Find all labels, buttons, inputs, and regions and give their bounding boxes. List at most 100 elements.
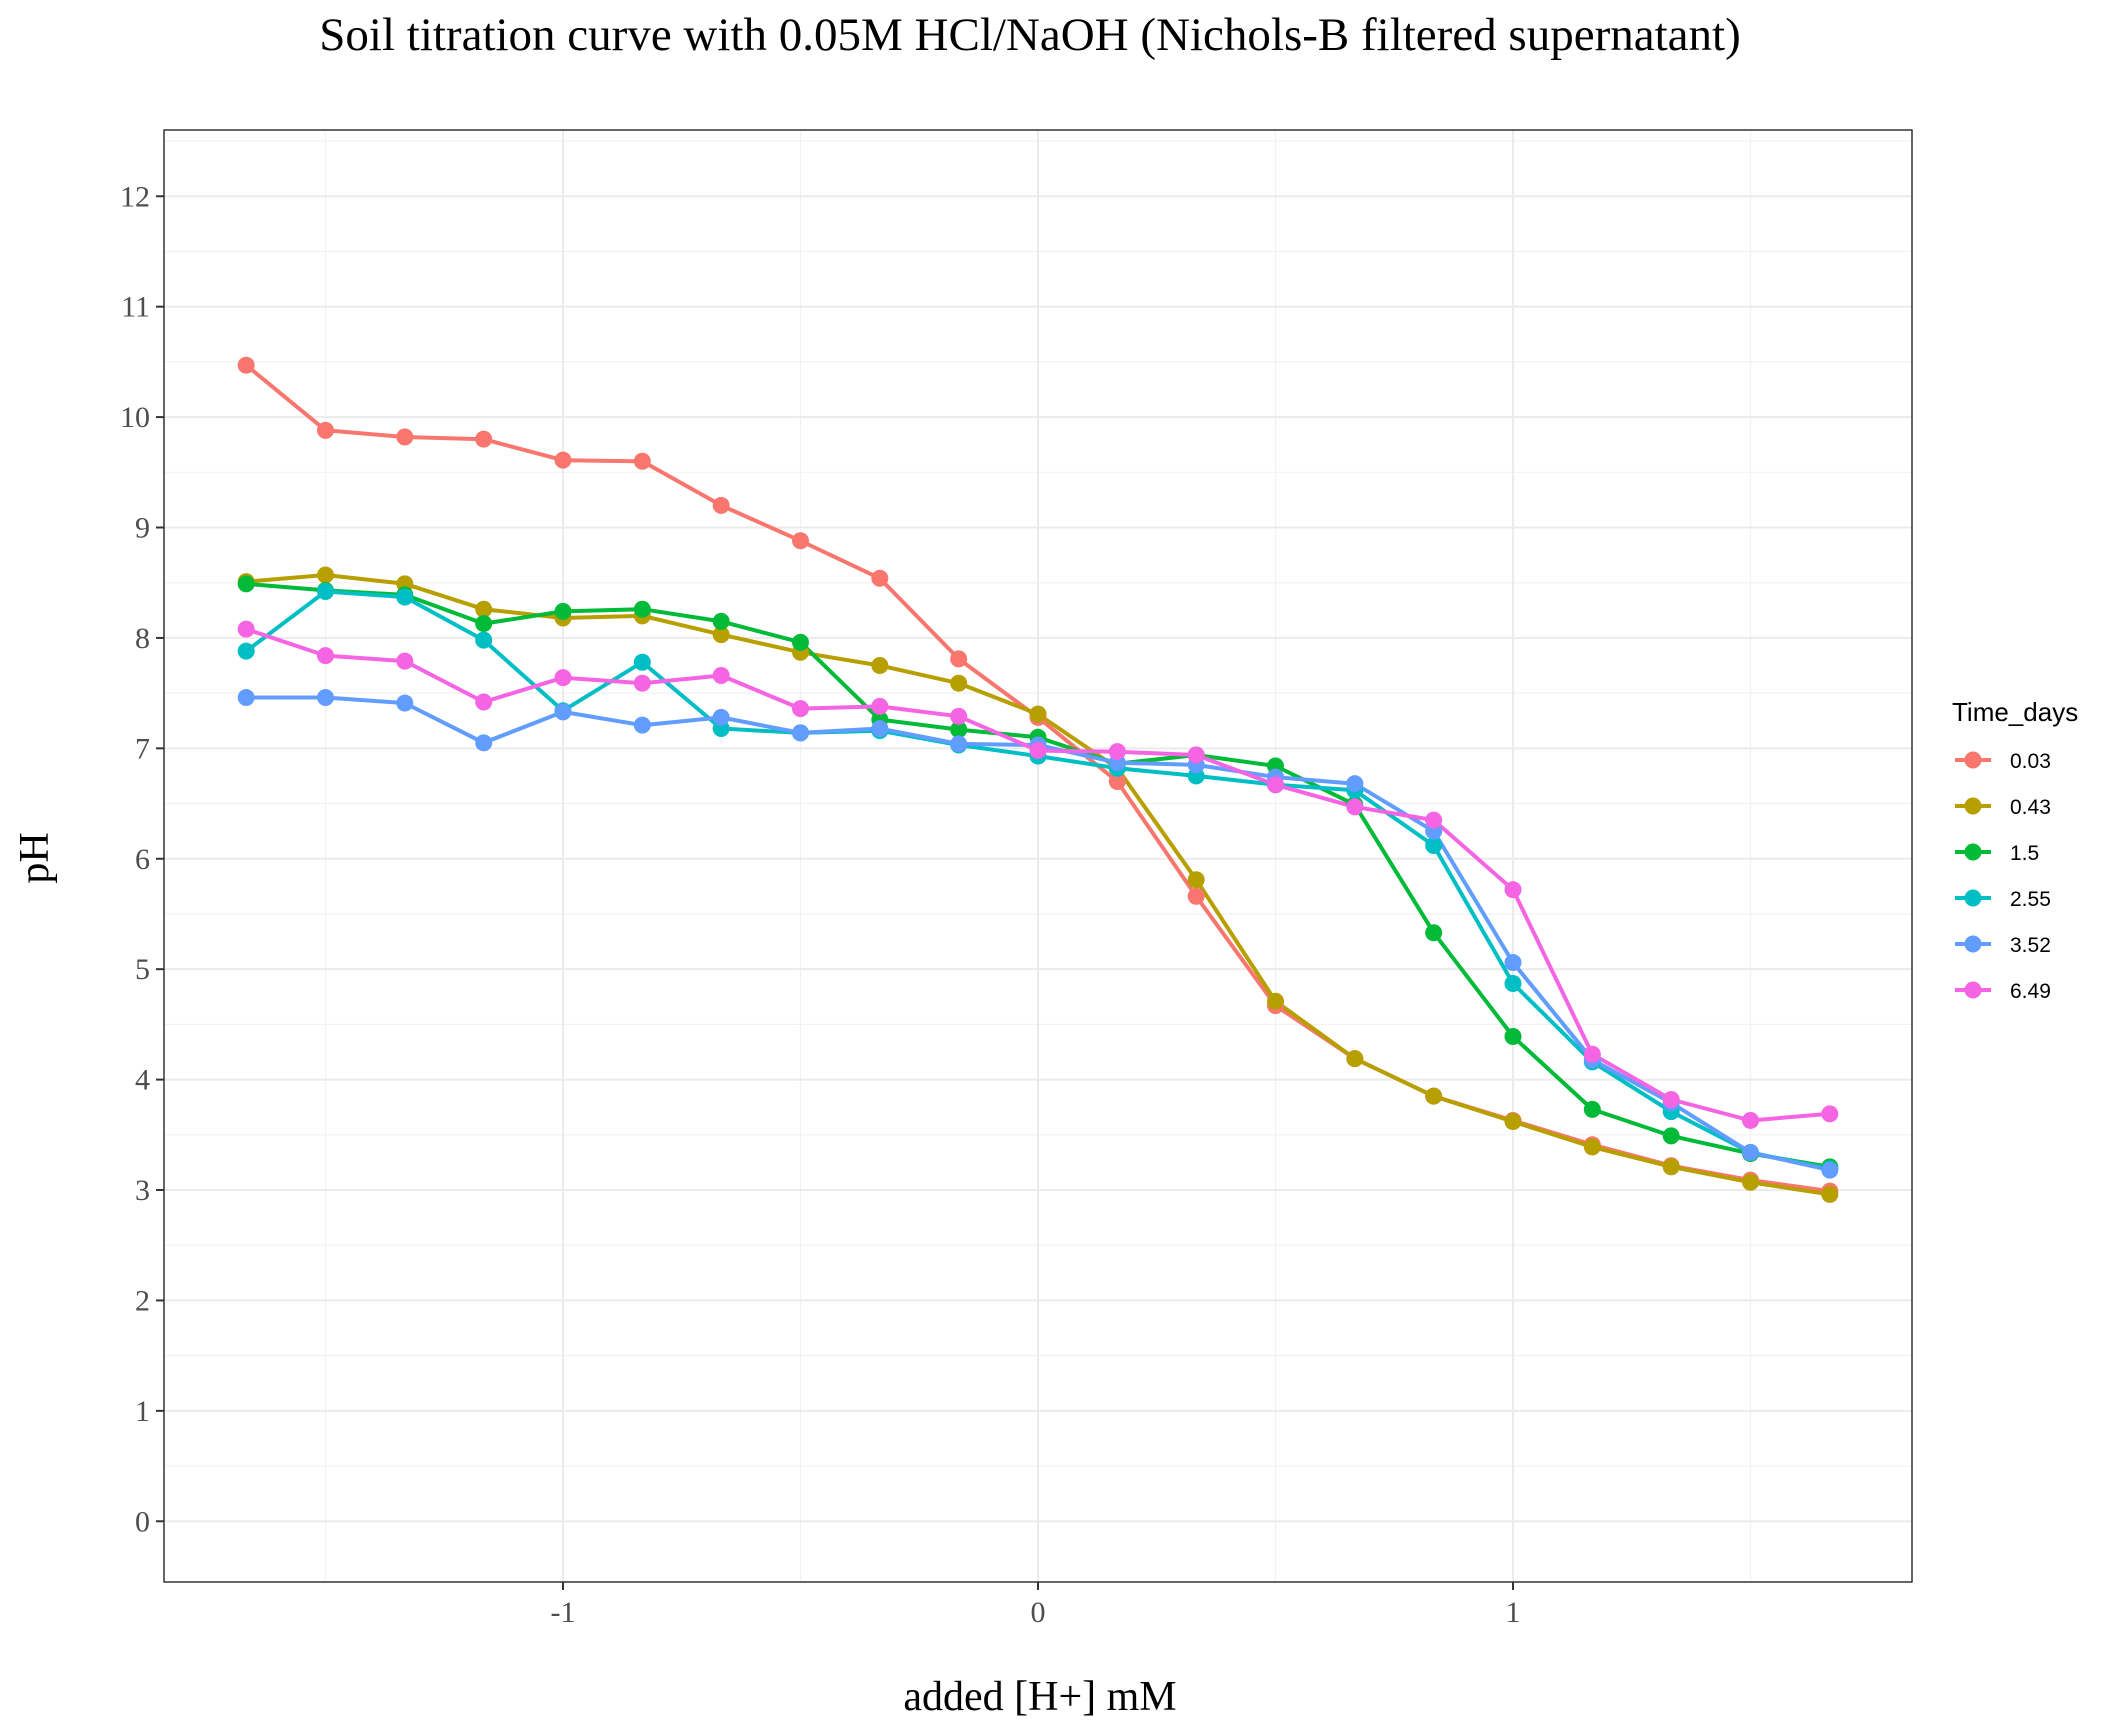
y-tick-label: 0 [135, 1505, 150, 1538]
data-point-0.43 [950, 674, 968, 692]
data-point-2.55 [633, 653, 651, 671]
data-point-0.03 [871, 569, 889, 587]
series-points [237, 356, 1839, 1203]
data-point-0.43 [1504, 1113, 1522, 1131]
data-point-3.52 [475, 734, 493, 752]
data-point-6.49 [1583, 1045, 1601, 1063]
data-point-6.49 [633, 674, 651, 692]
x-tick-label: -1 [551, 1596, 576, 1629]
data-point-6.49 [950, 707, 968, 725]
legend: Time_days 0.03 0.43 1.5 2.55 3.52 6.49 [1952, 697, 2078, 1010]
data-point-6.49 [1662, 1090, 1680, 1108]
data-point-3.52 [1742, 1143, 1759, 1161]
data-point-1.5 [475, 615, 493, 633]
data-point-1.5 [1504, 1028, 1522, 1046]
legend-keys: 0.03 0.43 1.5 2.55 3.52 6.49 [1952, 740, 2051, 1010]
y-tick-label: 12 [120, 180, 150, 213]
data-point-0.03 [554, 451, 572, 469]
legend-key-point [1964, 889, 1982, 907]
data-point-0.03 [237, 356, 255, 374]
data-point-6.49 [1187, 746, 1205, 764]
legend-key-point [1964, 981, 1982, 999]
legend-key-point [1964, 797, 1982, 815]
legend-key-point [1964, 935, 1982, 953]
legend-key-point [1964, 843, 1982, 861]
data-point-3.52 [1346, 775, 1364, 793]
data-point-0.03 [712, 496, 730, 514]
legend-title: Time_days [1952, 697, 2078, 727]
legend-label: 6.49 [2010, 980, 2051, 1003]
data-point-1.5 [633, 600, 651, 618]
data-point-3.52 [950, 735, 968, 753]
y-tick-label: 11 [121, 291, 150, 324]
data-point-3.52 [554, 703, 572, 721]
y-tick-label: 8 [135, 622, 150, 655]
data-point-2.55 [317, 583, 334, 601]
data-point-0.43 [1029, 705, 1047, 723]
chart-title: Soil titration curve with 0.05M HCl/NaOH… [319, 9, 1740, 61]
data-point-0.43 [1346, 1050, 1364, 1068]
data-point-0.43 [1187, 871, 1205, 889]
y-tick-label: 10 [120, 401, 150, 434]
data-point-0.43 [1821, 1185, 1839, 1203]
y-tick-label: 1 [135, 1395, 150, 1428]
data-point-2.55 [1425, 837, 1443, 855]
data-point-0.03 [633, 452, 651, 470]
y-tick-label: 9 [135, 512, 150, 545]
data-point-0.43 [871, 657, 889, 675]
x-tick-label: 1 [1506, 1596, 1521, 1629]
data-point-6.49 [554, 669, 572, 687]
data-point-0.03 [317, 421, 334, 439]
y-tick-label: 5 [135, 953, 150, 986]
x-axis: -1 0 1 [551, 1582, 1521, 1629]
data-point-0.43 [1425, 1087, 1443, 1105]
data-point-1.5 [712, 612, 730, 630]
data-point-0.43 [1267, 992, 1284, 1010]
data-point-0.03 [396, 428, 414, 446]
data-point-1.5 [1425, 924, 1443, 942]
x-tick-label: 0 [1031, 1596, 1046, 1629]
x-axis-title: added [H+] mM [903, 1674, 1176, 1720]
data-point-2.55 [396, 588, 414, 606]
data-point-0.03 [475, 430, 493, 448]
y-tick-label: 7 [135, 732, 150, 765]
data-point-1.5 [792, 633, 809, 651]
data-point-6.49 [1029, 742, 1047, 760]
data-point-3.52 [712, 708, 730, 726]
data-point-1.5 [1662, 1127, 1680, 1145]
data-point-2.55 [1504, 975, 1522, 993]
data-point-6.49 [871, 697, 889, 715]
data-point-6.49 [475, 693, 493, 711]
data-point-3.52 [396, 694, 414, 712]
data-point-0.43 [1662, 1158, 1680, 1176]
data-point-0.43 [475, 600, 493, 618]
data-point-6.49 [237, 620, 255, 638]
data-point-3.52 [317, 689, 334, 707]
data-point-1.5 [237, 575, 255, 593]
plot-area [163, 129, 1913, 1583]
y-tick-label: 2 [135, 1284, 150, 1317]
data-point-1.5 [554, 602, 572, 620]
data-point-3.52 [1504, 954, 1522, 972]
data-point-0.03 [1108, 772, 1126, 790]
legend-label: 1.5 [2010, 842, 2039, 865]
legend-label: 3.52 [2010, 934, 2051, 957]
data-point-0.43 [1742, 1173, 1759, 1191]
data-point-3.52 [792, 724, 809, 742]
data-point-6.49 [1742, 1111, 1759, 1129]
data-point-0.43 [712, 626, 730, 644]
y-tick-label: 6 [135, 843, 150, 876]
data-point-6.49 [1108, 743, 1126, 761]
data-point-2.55 [237, 642, 255, 660]
data-point-3.52 [633, 716, 651, 734]
data-point-1.5 [1583, 1100, 1601, 1118]
data-point-0.43 [317, 566, 334, 584]
data-point-6.49 [1267, 776, 1284, 794]
data-point-3.52 [237, 689, 255, 707]
data-point-6.49 [792, 700, 809, 718]
data-point-0.43 [1583, 1138, 1601, 1156]
data-point-6.49 [1821, 1105, 1839, 1123]
data-point-6.49 [712, 666, 730, 684]
